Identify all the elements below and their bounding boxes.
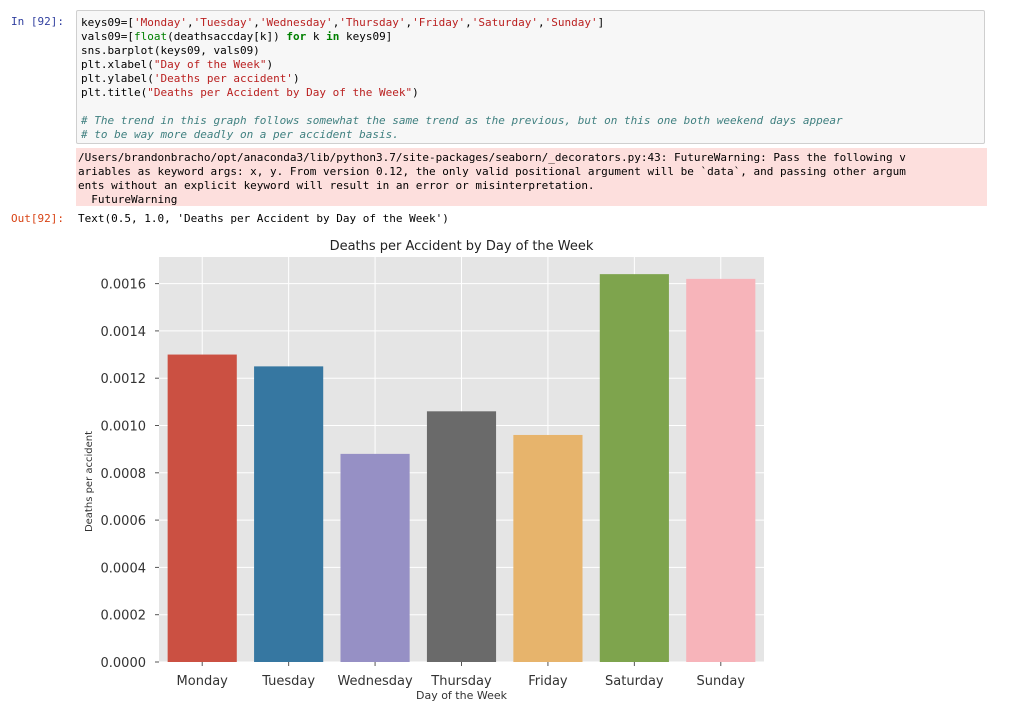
y-tick-label: 0.0010 — [101, 420, 147, 435]
code-line: # to be way more deadly on a per acciden… — [81, 128, 399, 141]
output-text: Text(0.5, 1.0, 'Deaths per Accident by D… — [78, 212, 449, 225]
code-line: plt.ylabel('Deaths per accident') — [81, 72, 300, 85]
x-axis-label: Day of the Week — [416, 689, 508, 702]
bar-sunday — [686, 278, 756, 662]
x-tick-label: Saturday — [605, 674, 664, 689]
x-tick-label: Friday — [528, 674, 568, 689]
x-tick-label: Monday — [177, 674, 229, 689]
warning-line: ariables as keyword args: x, y. From ver… — [78, 165, 906, 178]
x-tick-label: Wednesday — [337, 674, 413, 689]
code-line: sns.barplot(keys09, vals09) — [81, 44, 260, 57]
y-tick-label: 0.0002 — [101, 609, 147, 624]
code-editor[interactable]: keys09=['Monday','Tuesday','Wednesday','… — [81, 16, 843, 142]
stderr-output: /Users/brandonbracho/opt/anaconda3/lib/p… — [76, 148, 987, 206]
y-tick-label: 0.0012 — [101, 372, 147, 387]
y-tick-label: 0.0006 — [101, 514, 147, 529]
x-tick-label: Thursday — [430, 674, 492, 689]
code-line: vals09=[float(deathsaccday[k]) for k in … — [81, 30, 393, 43]
warning-line: ents without an explicit keyword will re… — [78, 179, 595, 192]
x-tick-label: Sunday — [696, 674, 745, 689]
code-line: plt.title("Deaths per Accident by Day of… — [81, 86, 419, 99]
bar-monday — [167, 354, 237, 662]
y-tick-label: 0.0008 — [101, 467, 147, 482]
y-tick-label: 0.0014 — [101, 325, 147, 340]
code-cell[interactable]: keys09=['Monday','Tuesday','Wednesday','… — [76, 10, 985, 144]
chart-title: Deaths per Accident by Day of the Week — [330, 239, 594, 254]
bar-friday — [513, 434, 583, 662]
x-tick-label: Tuesday — [261, 674, 315, 689]
y-tick-label: 0.0004 — [101, 561, 147, 576]
input-prompt: In [92]: — [11, 15, 64, 28]
y-tick-label: 0.0000 — [101, 656, 147, 671]
bar-wednesday — [340, 453, 410, 662]
warning-line: /Users/brandonbracho/opt/anaconda3/lib/p… — [78, 151, 906, 164]
code-line: keys09=['Monday','Tuesday','Wednesday','… — [81, 16, 605, 29]
bar-tuesday — [254, 366, 324, 662]
output-prompt: Out[92]: — [11, 212, 64, 225]
y-tick-label: 0.0016 — [101, 278, 147, 293]
code-line: plt.xlabel("Day of the Week") — [81, 58, 274, 71]
bar-thursday — [426, 411, 497, 662]
y-axis-label: Deaths per accident — [84, 431, 95, 532]
warning-text: /Users/brandonbracho/opt/anaconda3/lib/p… — [76, 148, 987, 207]
bar-saturday — [599, 274, 669, 662]
code-line: # The trend in this graph follows somewh… — [81, 114, 843, 127]
warning-line: FutureWarning — [78, 193, 178, 206]
